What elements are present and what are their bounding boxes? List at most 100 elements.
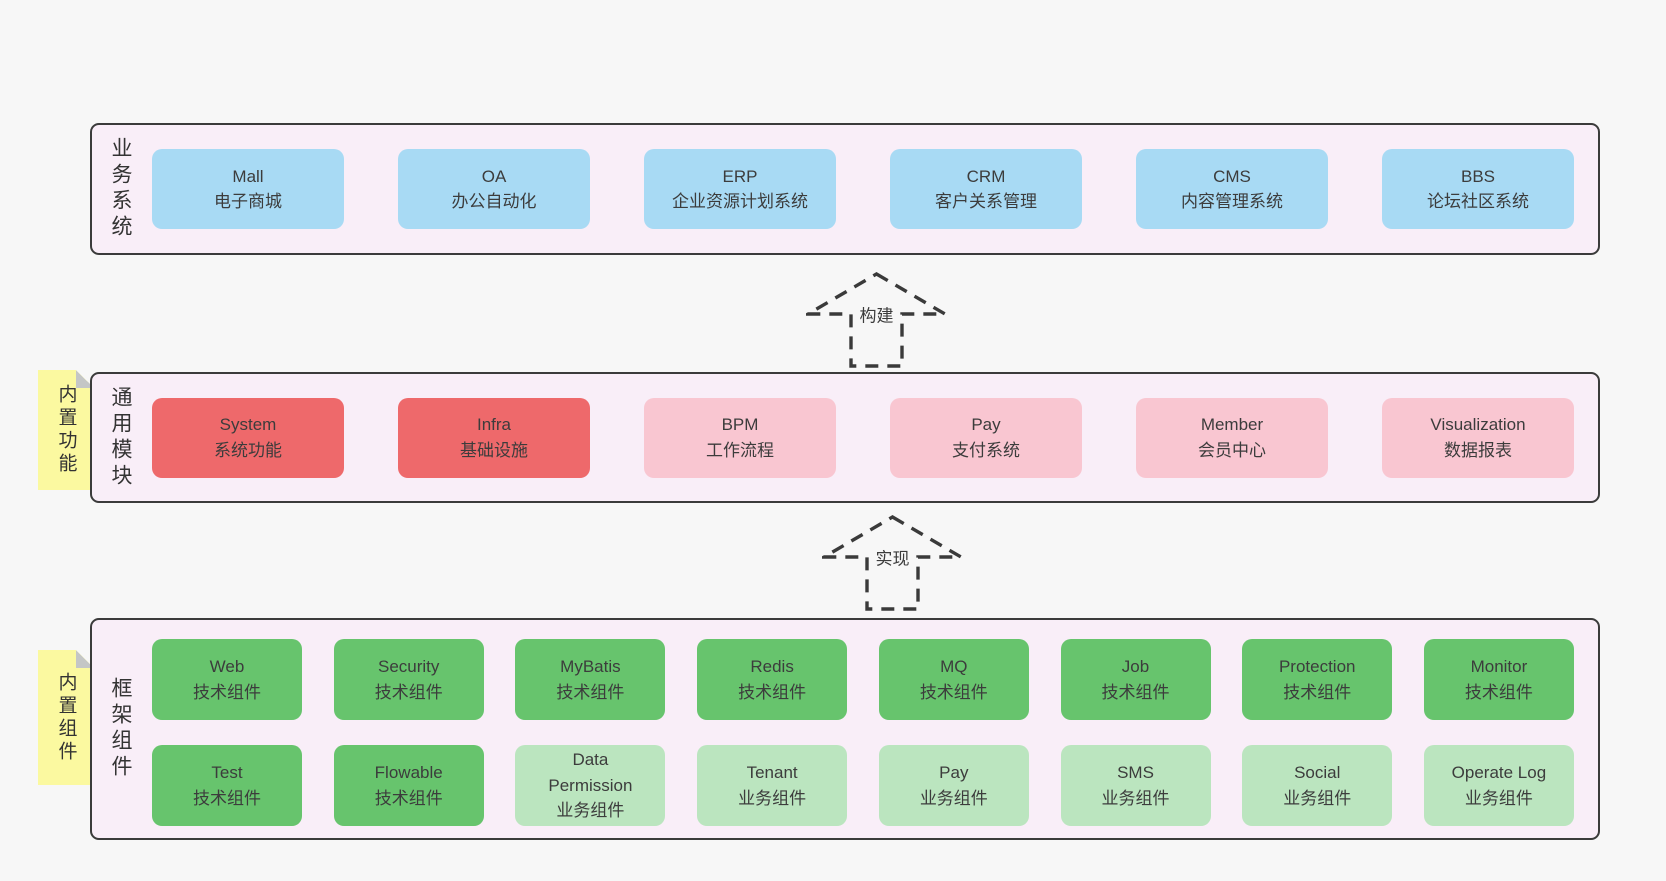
up-arrow-shape: [806, 272, 947, 368]
box-cms: CMS 内容管理系统: [1136, 149, 1328, 229]
sticky-note-label: 内置功能: [55, 384, 77, 476]
box-subtitle: 业务组件: [556, 801, 625, 821]
box-title: Pay: [971, 415, 1001, 434]
box-tenant: Tenant 业务组件: [697, 745, 848, 826]
business-boxes-row: Mall 电子商城 OA 办公自动化 ERP 企业资源计划系统 CRM 客户关系…: [152, 149, 1574, 229]
box-mybatis: MyBatis 技术组件: [515, 639, 666, 720]
box-title: Social: [1294, 763, 1341, 782]
box-title: MQ: [940, 657, 968, 676]
box-subtitle: 会员中心: [1198, 440, 1266, 460]
box-title: Mall: [232, 166, 264, 186]
common-modules-label: 通用模块: [109, 385, 132, 490]
box-system: System 系统功能: [152, 397, 344, 478]
box-subtitle: 工作流程: [706, 440, 774, 460]
box-subtitle: 技术组件: [193, 788, 261, 808]
box-protection: Protection 技术组件: [1242, 639, 1393, 720]
box-pay: Pay 支付系统: [890, 397, 1082, 478]
box-test: Test 技术组件: [152, 745, 302, 826]
implement-arrow-label: 实现: [872, 543, 913, 571]
box-data-permission: Data Permission 业务组件: [515, 745, 666, 826]
builtin-components-sticky-note: 内置组件: [38, 650, 94, 785]
box-title: Job: [1121, 657, 1150, 676]
box-subtitle: 技术组件: [556, 682, 625, 702]
box-subtitle: 技术组件: [1283, 682, 1352, 702]
box-subtitle: 技术组件: [738, 682, 807, 702]
box-subtitle: 技术组件: [1464, 682, 1533, 702]
box-title: CRM: [966, 166, 1006, 186]
box-title: ERP: [722, 166, 758, 186]
box-title: Test: [211, 763, 243, 782]
box-title: SMS: [1117, 763, 1154, 782]
box-title: Pay: [939, 763, 969, 782]
box-security: Security 技术组件: [333, 639, 484, 720]
box-title: Operate Log: [1451, 763, 1547, 782]
framework-components-panel: 框架组件 Web 技术组件 Security 技术组件 MyBatis 技术组件…: [90, 618, 1600, 840]
box-title: Flowable: [374, 763, 443, 782]
box-subtitle: 业务组件: [738, 788, 807, 808]
box-redis: Redis 技术组件: [697, 639, 848, 720]
box-title: Security: [377, 657, 440, 676]
box-subtitle: 数据报表: [1444, 440, 1512, 460]
box-subtitle: 技术组件: [1101, 682, 1170, 702]
box-subtitle: 支付系统: [952, 440, 1020, 460]
box-title: BPM: [721, 415, 759, 434]
box-mall: Mall 电子商城: [152, 149, 344, 229]
box-visualization: Visualization 数据报表: [1382, 397, 1574, 478]
box-subtitle: 企业资源计划系统: [672, 192, 808, 211]
box-subtitle: 业务组件: [1283, 788, 1352, 808]
box-social: Social 业务组件: [1242, 745, 1393, 826]
box-mq: MQ 技术组件: [878, 639, 1029, 720]
box-title: MyBatis: [560, 657, 621, 676]
business-systems-panel: 业务系统 Mall 电子商城 OA 办公自动化 ERP 企业资源计划系统 CRM…: [90, 123, 1600, 255]
box-flowable: Flowable 技术组件: [333, 745, 484, 826]
build-arrow-label: 构建: [856, 300, 897, 328]
box-monitor: Monitor 技术组件: [1423, 639, 1574, 720]
box-title: Data Permission: [548, 750, 633, 795]
box-title: CMS: [1213, 166, 1251, 186]
box-pay-biz: Pay 业务组件: [878, 745, 1029, 826]
box-bpm: BPM 工作流程: [644, 397, 836, 478]
box-subtitle: 技术组件: [193, 682, 261, 702]
up-arrow-shape: [822, 515, 963, 611]
components-row-1: Web 技术组件 Security 技术组件 MyBatis 技术组件 Redi…: [152, 639, 1574, 720]
implement-up-arrow-icon: 实现: [822, 514, 963, 612]
components-row-2: Test 技术组件 Flowable 技术组件 Data Permission …: [152, 745, 1574, 826]
box-crm: CRM 客户关系管理: [890, 149, 1082, 229]
box-title: Member: [1200, 415, 1264, 434]
business-systems-label: 业务系统: [109, 137, 132, 241]
box-title: BBS: [1460, 166, 1496, 186]
common-modules-panel: 通用模块 System 系统功能 Infra 基础设施 BPM 工作流程 Pay…: [90, 372, 1600, 503]
box-subtitle: 业务组件: [919, 788, 988, 808]
box-subtitle: 业务组件: [1464, 788, 1533, 808]
box-subtitle: 基础设施: [460, 440, 528, 460]
box-subtitle: 内容管理系统: [1181, 192, 1283, 211]
box-oa: OA 办公自动化: [398, 149, 590, 229]
box-subtitle: 技术组件: [374, 682, 443, 702]
box-title: Visualization: [1430, 415, 1526, 434]
box-subtitle: 系统功能: [214, 440, 282, 460]
box-subtitle: 技术组件: [374, 788, 443, 808]
framework-components-label: 框架组件: [109, 677, 132, 781]
box-web: Web 技术组件: [152, 639, 302, 720]
box-title: Protection: [1278, 657, 1356, 676]
box-subtitle: 业务组件: [1101, 788, 1170, 808]
box-subtitle: 技术组件: [919, 682, 988, 702]
box-erp: ERP 企业资源计划系统: [644, 149, 836, 229]
box-operate-log: Operate Log 业务组件: [1423, 745, 1574, 826]
box-subtitle: 客户关系管理: [935, 192, 1037, 211]
box-title: Monitor: [1470, 657, 1528, 676]
box-title: Web: [209, 657, 245, 676]
box-job: Job 技术组件: [1060, 639, 1211, 720]
build-up-arrow-icon: 构建: [806, 271, 947, 369]
box-title: System: [219, 415, 277, 434]
box-title: Infra: [476, 415, 512, 434]
sticky-note-label: 内置组件: [55, 671, 77, 764]
box-subtitle: 论坛社区系统: [1427, 192, 1529, 211]
box-sms: SMS 业务组件: [1060, 745, 1211, 826]
box-infra: Infra 基础设施: [398, 397, 590, 478]
modules-boxes-row: System 系统功能 Infra 基础设施 BPM 工作流程 Pay 支付系统…: [152, 397, 1574, 478]
box-title: Redis: [750, 657, 794, 676]
builtin-features-sticky-note: 内置功能: [38, 370, 94, 490]
box-title: Tenant: [746, 763, 798, 782]
